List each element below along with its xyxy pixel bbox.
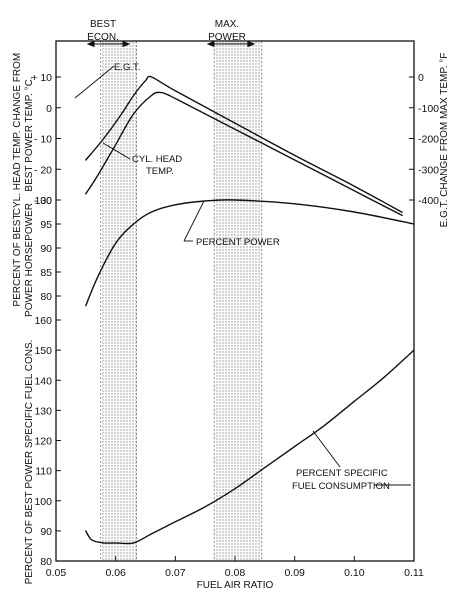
power-axis-title-line2: POWER HORSEPOWER	[24, 203, 35, 317]
power-annotation: PERCENT POWER	[183, 200, 280, 248]
egt-y-tick-label: -300	[418, 164, 439, 176]
power-y-tick-label: 85	[40, 267, 52, 279]
x-tick-label: 0.08	[225, 567, 246, 579]
temperature-y-tick-label: - 30	[34, 195, 52, 207]
percent-power-curve	[85, 199, 415, 307]
fuel_consumption-y-tick-label: 160	[34, 315, 52, 327]
best-econ-arrow	[86, 40, 131, 48]
band-best-econ	[100, 41, 137, 561]
temp-axis-title-line1: CYL. HEAD TEMP. CHANGE FROM	[12, 53, 23, 215]
temperature-y-tick-label: 0	[46, 103, 52, 115]
x-tick-label: 0.11	[404, 567, 424, 579]
axis-ticks: 0.05 0.06 0.07 0.08 0.09 0.10 0.11 + 10 0 - 10 - 2…	[31, 72, 439, 579]
fuel-annotation-line2: FUEL CONSUMPTION	[292, 481, 390, 492]
fuel-axis-title: PERCENT OF BEST POWER SPECIFIC FUEL CONS…	[24, 340, 35, 585]
max-power-label-line1: MAX.	[215, 19, 239, 30]
band-max-power	[214, 41, 262, 561]
specific-fuel-consumption-curve	[85, 349, 415, 545]
power-annotation-text: PERCENT POWER	[196, 237, 280, 248]
power-y-tick-label: 95	[40, 219, 52, 231]
cyl-head-temp-curve	[85, 91, 403, 217]
fuel_consumption-y-tick-label: 120	[34, 436, 52, 448]
best-econ-label-line1: BEST	[90, 19, 116, 30]
fuel_consumption-y-tick-label: 140	[34, 375, 52, 387]
fuel-annotation: PERCENT SPECIFIC FUEL CONSUMPTION	[292, 430, 411, 492]
fuel_consumption-y-tick-label: 80	[40, 556, 52, 568]
fuel-annotation-line1: PERCENT SPECIFIC	[296, 468, 388, 479]
egt-annotation: E.G.T.	[74, 62, 140, 99]
egt-annotation-text: E.G.T.	[114, 62, 140, 73]
power-y-tick-label: 80	[40, 291, 52, 303]
fuel_consumption-y-tick-label: 110	[35, 466, 52, 478]
temp-axis-title-line2: BEST POWER TEMP. °C.	[24, 76, 35, 191]
x-tick-label: 0.10	[344, 567, 365, 579]
egt-curve	[85, 75, 403, 213]
cht-annotation-line2: TEMP.	[146, 166, 174, 177]
cht-annotation: CYL. HEAD TEMP.	[102, 142, 182, 177]
temperature-y-tick-label: + 10	[31, 72, 52, 84]
x-tick-label: 0.06	[105, 567, 126, 579]
x-tick-label: 0.07	[165, 567, 186, 579]
egt-y-tick-label: -100	[418, 103, 439, 115]
egt-y-tick-label: -400	[418, 195, 439, 207]
x-tick-label: 0.09	[284, 567, 305, 579]
power-axis-title-line1: PERCENT OF BEST	[12, 213, 23, 306]
temperature-y-tick-label: - 10	[34, 134, 52, 146]
max-power-label-line2: POWER	[208, 32, 246, 43]
shaded-bands	[100, 41, 263, 561]
fuel_consumption-y-tick-label: 100	[34, 496, 52, 508]
best-econ-label-line2: ECON.	[87, 32, 119, 43]
cht-annotation-line1: CYL. HEAD	[132, 154, 182, 165]
fuel_consumption-y-tick-label: 90	[40, 526, 52, 538]
fuel_consumption-y-tick-label: 130	[34, 405, 52, 417]
x-axis-title: FUEL AIR RATIO	[197, 580, 274, 591]
max-power-arrow	[206, 40, 256, 48]
power-y-tick-label: 90	[40, 243, 52, 255]
egt-y-tick-label: 0	[418, 72, 424, 84]
power-y-tick-label: 100	[34, 195, 52, 207]
fuel_consumption-y-tick-label: 150	[34, 345, 52, 357]
egt-axis-title: E.G.T. CHANGE FROM MAX TEMP. °F	[439, 53, 450, 228]
temperature-y-tick-label: - 20	[34, 164, 52, 176]
x-tick-label: 0.05	[46, 567, 67, 579]
egt-y-tick-label: -200	[418, 134, 439, 146]
series-lines	[85, 75, 415, 545]
